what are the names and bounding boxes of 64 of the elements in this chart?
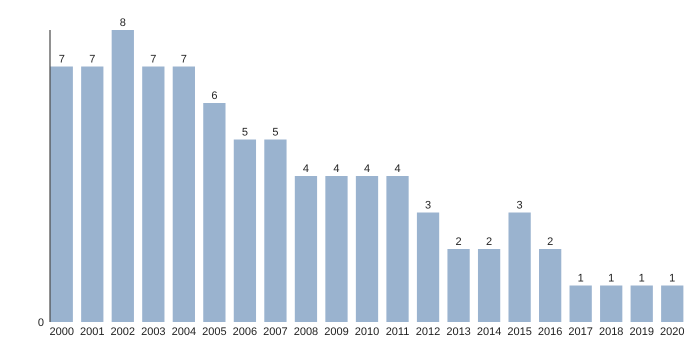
bar	[112, 30, 134, 322]
bar	[264, 140, 287, 322]
data-label: 2	[486, 236, 492, 248]
bar	[203, 103, 226, 322]
bar	[478, 249, 500, 322]
x-tick-label: 2009	[324, 326, 349, 338]
data-label: 7	[180, 54, 187, 66]
data-label: 2	[547, 236, 554, 248]
data-label: 4	[394, 163, 401, 175]
bar	[81, 66, 104, 322]
x-tick-label: 2010	[354, 326, 380, 338]
data-label: 7	[150, 54, 156, 66]
bar	[416, 212, 440, 322]
data-label: 7	[58, 54, 65, 66]
x-tick-label: 2011	[386, 326, 410, 338]
x-tick-label: 2007	[263, 326, 288, 338]
x-tick-label: 2019	[629, 326, 654, 338]
bar	[386, 176, 409, 322]
x-tick-label: 2001	[80, 326, 105, 338]
x-tick-label: 2000	[50, 326, 74, 338]
data-label: 1	[578, 272, 584, 284]
bar	[50, 66, 73, 322]
data-label: 3	[516, 200, 523, 212]
bar	[539, 249, 562, 322]
data-label: 1	[608, 272, 614, 284]
x-tick-label: 2015	[507, 326, 532, 338]
bar	[142, 66, 164, 322]
x-tick-label: 2018	[598, 326, 624, 338]
bar	[356, 176, 378, 322]
bar	[630, 286, 653, 322]
x-tick-label: 2017	[568, 326, 593, 338]
data-label: 3	[424, 200, 432, 212]
data-label: 4	[333, 163, 340, 175]
x-tick-label: 2004	[172, 326, 196, 338]
bar	[661, 286, 684, 322]
data-label: 6	[211, 90, 218, 102]
x-tick-label: 2016	[538, 326, 562, 338]
x-tick-label: 2013	[446, 326, 471, 338]
bar	[234, 140, 256, 322]
x-tick-label: 2008	[294, 326, 318, 338]
x-tick-label: 2020	[660, 326, 684, 338]
bar	[172, 66, 195, 322]
bar	[294, 176, 318, 322]
data-label: 1	[638, 272, 645, 284]
x-tick-label: 2003	[141, 326, 166, 338]
bar	[325, 176, 348, 322]
data-label: 8	[120, 17, 126, 29]
text: 0	[38, 316, 44, 329]
bar	[508, 212, 531, 322]
x-tick-label: 2002	[110, 326, 136, 338]
x-tick-label: 2012	[416, 326, 440, 338]
data-label: 4	[364, 163, 370, 175]
data-label: 5	[242, 126, 248, 138]
bar	[570, 286, 592, 322]
bar	[447, 249, 470, 322]
data-label: 7	[89, 54, 96, 66]
data-label: 4	[302, 163, 310, 175]
bar	[600, 286, 622, 322]
x-tick-label: 2014	[476, 326, 502, 338]
x-tick-label: 2005	[202, 326, 227, 338]
x-tick-label: 2006	[232, 326, 258, 338]
data-label: 5	[272, 126, 278, 138]
data-label: 1	[669, 272, 676, 284]
data-label: 2	[456, 236, 462, 248]
